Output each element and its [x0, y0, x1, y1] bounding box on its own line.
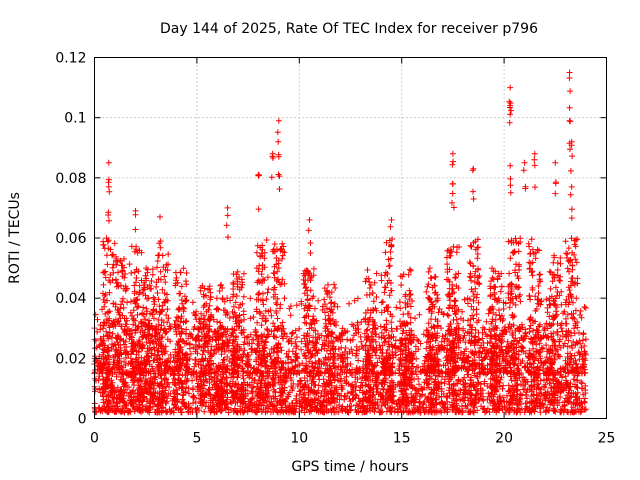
roti-points: [91, 69, 589, 416]
x-tick-label: 0: [90, 431, 99, 447]
chart-title: Day 144 of 2025, Rate Of TEC Index for r…: [160, 21, 538, 37]
data-points: [91, 69, 589, 416]
y-tick-label: 0.04: [55, 291, 86, 307]
x-tick-label: 20: [495, 431, 513, 447]
x-tick-label: 15: [393, 431, 411, 447]
x-tick-label: 25: [598, 431, 616, 447]
x-tick-label: 5: [192, 431, 201, 447]
grid: [94, 57, 607, 419]
y-tick-label: 0: [78, 412, 87, 428]
y-tick-label: 0.06: [55, 231, 86, 247]
y-tick-label: 0.1: [64, 111, 86, 127]
x-tick-label: 10: [290, 431, 308, 447]
y-axis-label: ROTI / TECUs: [7, 192, 23, 284]
y-tick-label: 0.02: [55, 351, 86, 367]
axes-ticks: 0 5 10 15 20 25 0 0.02 0.04 0.06 0.08 0.1 0.12: [55, 51, 615, 447]
y-tick-label: 0.12: [55, 51, 86, 67]
y-tick-label: 0.08: [55, 171, 86, 187]
x-axis-label: GPS time / hours: [291, 459, 408, 475]
plot-frame: [94, 57, 607, 419]
